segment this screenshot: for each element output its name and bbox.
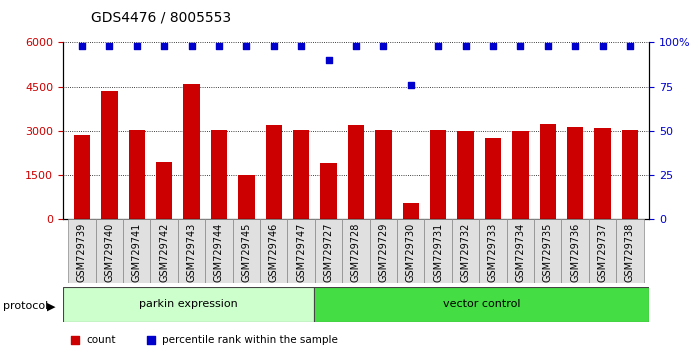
- Text: GSM729738: GSM729738: [625, 223, 635, 282]
- FancyBboxPatch shape: [232, 219, 260, 283]
- Point: [323, 57, 334, 63]
- Text: GSM729747: GSM729747: [296, 223, 306, 282]
- Point: [487, 43, 498, 49]
- Text: GSM729739: GSM729739: [77, 223, 87, 282]
- FancyBboxPatch shape: [424, 219, 452, 283]
- Point: [378, 43, 389, 49]
- Text: count: count: [87, 335, 116, 345]
- Text: percentile rank within the sample: percentile rank within the sample: [163, 335, 339, 345]
- Point: [457, 208, 468, 214]
- Text: GSM729740: GSM729740: [105, 223, 114, 282]
- Text: GSM729730: GSM729730: [406, 223, 416, 282]
- Point: [131, 43, 142, 49]
- Text: GSM729746: GSM729746: [269, 223, 279, 282]
- Text: GSM729728: GSM729728: [351, 223, 361, 282]
- Point: [186, 43, 197, 49]
- FancyBboxPatch shape: [561, 219, 589, 283]
- Point: [214, 43, 225, 49]
- FancyBboxPatch shape: [96, 219, 123, 283]
- Bar: [567, 127, 584, 219]
- FancyBboxPatch shape: [314, 287, 649, 322]
- Point: [433, 43, 444, 49]
- Bar: [540, 124, 556, 219]
- FancyBboxPatch shape: [370, 219, 397, 283]
- Text: GSM729742: GSM729742: [159, 223, 169, 282]
- Point: [76, 43, 87, 49]
- FancyBboxPatch shape: [68, 219, 96, 283]
- Bar: [293, 130, 309, 219]
- FancyBboxPatch shape: [534, 219, 561, 283]
- Bar: [320, 164, 337, 219]
- Text: GSM729727: GSM729727: [324, 223, 334, 282]
- Text: GSM729733: GSM729733: [488, 223, 498, 282]
- Text: GSM729736: GSM729736: [570, 223, 580, 282]
- FancyBboxPatch shape: [260, 219, 288, 283]
- Text: GSM729744: GSM729744: [214, 223, 224, 282]
- Bar: [128, 130, 145, 219]
- FancyBboxPatch shape: [480, 219, 507, 283]
- Point: [597, 43, 608, 49]
- Bar: [375, 130, 392, 219]
- FancyBboxPatch shape: [616, 219, 644, 283]
- Text: GSM729743: GSM729743: [186, 223, 197, 282]
- Text: vector control: vector control: [443, 299, 521, 309]
- FancyBboxPatch shape: [123, 219, 151, 283]
- Point: [241, 43, 252, 49]
- Bar: [156, 162, 172, 219]
- FancyBboxPatch shape: [178, 219, 205, 283]
- Bar: [430, 130, 447, 219]
- FancyBboxPatch shape: [288, 219, 315, 283]
- Bar: [184, 84, 200, 219]
- Point: [542, 43, 554, 49]
- Text: parkin expression: parkin expression: [139, 299, 238, 309]
- FancyBboxPatch shape: [315, 219, 342, 283]
- Text: protocol: protocol: [3, 301, 49, 311]
- FancyBboxPatch shape: [589, 219, 616, 283]
- Point: [295, 43, 306, 49]
- Text: ▶: ▶: [47, 301, 56, 311]
- FancyBboxPatch shape: [507, 219, 534, 283]
- Bar: [238, 175, 255, 219]
- Bar: [484, 138, 501, 219]
- Bar: [211, 130, 228, 219]
- Point: [268, 43, 279, 49]
- Point: [570, 43, 581, 49]
- Text: GSM729731: GSM729731: [433, 223, 443, 282]
- Bar: [622, 130, 638, 219]
- Text: GSM729737: GSM729737: [597, 223, 607, 282]
- FancyBboxPatch shape: [397, 219, 424, 283]
- Point: [350, 43, 362, 49]
- FancyBboxPatch shape: [342, 219, 370, 283]
- Point: [104, 43, 115, 49]
- Bar: [403, 203, 419, 219]
- Point: [460, 43, 471, 49]
- Point: [158, 43, 170, 49]
- Point: [406, 82, 417, 88]
- Bar: [594, 128, 611, 219]
- Text: GSM729732: GSM729732: [461, 223, 470, 282]
- Text: GSM729741: GSM729741: [132, 223, 142, 282]
- Point: [625, 43, 636, 49]
- FancyBboxPatch shape: [452, 219, 480, 283]
- Text: GSM729735: GSM729735: [543, 223, 553, 282]
- FancyBboxPatch shape: [151, 219, 178, 283]
- Bar: [265, 125, 282, 219]
- FancyBboxPatch shape: [63, 287, 314, 322]
- FancyBboxPatch shape: [205, 219, 232, 283]
- Text: GSM729729: GSM729729: [378, 223, 388, 282]
- Text: GSM729745: GSM729745: [242, 223, 251, 282]
- Text: GSM729734: GSM729734: [515, 223, 526, 282]
- Bar: [74, 135, 90, 219]
- Bar: [512, 131, 528, 219]
- Bar: [101, 91, 118, 219]
- Text: GDS4476 / 8005553: GDS4476 / 8005553: [91, 11, 231, 25]
- Bar: [348, 125, 364, 219]
- Bar: [457, 131, 474, 219]
- Point: [515, 43, 526, 49]
